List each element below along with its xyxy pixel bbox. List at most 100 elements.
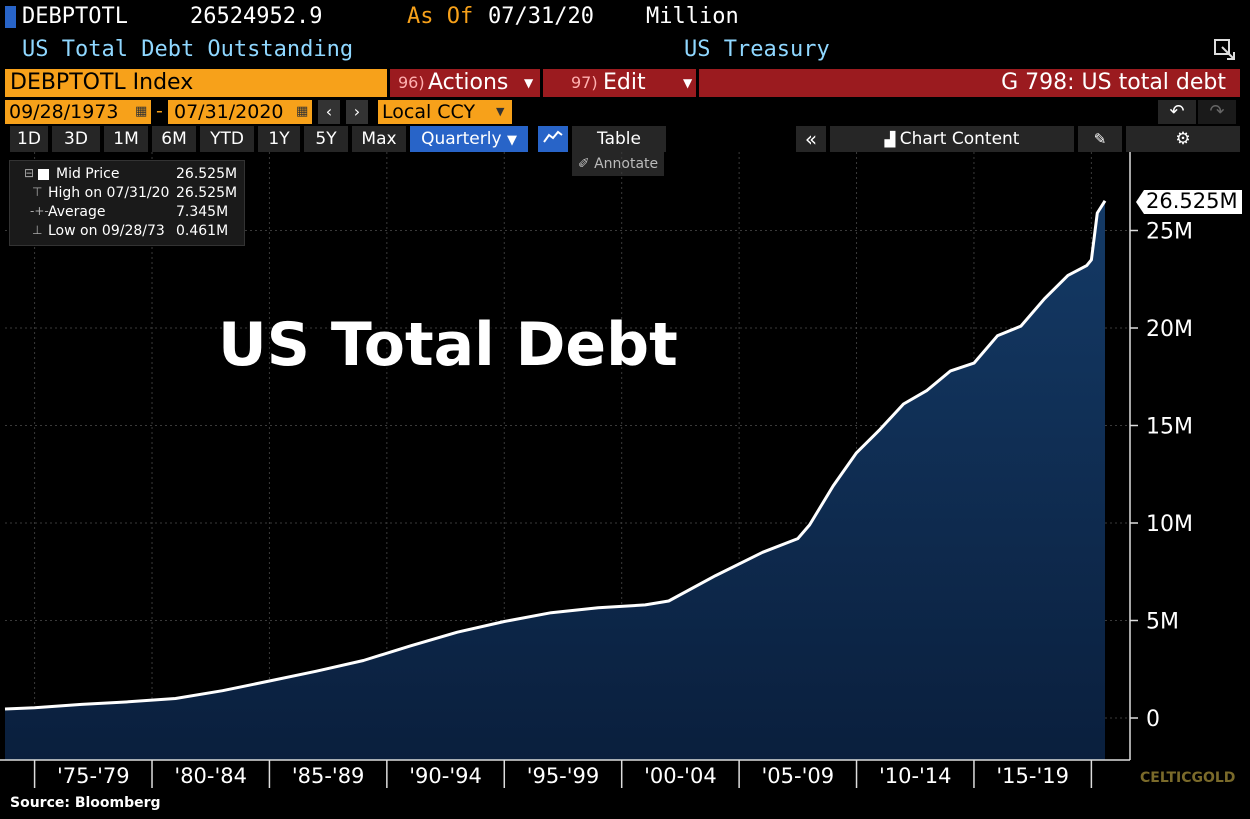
undo-button[interactable]: ↶ [1158,100,1196,124]
y-tick-label: 10M [1146,512,1193,537]
currency-select[interactable]: Local CCY ▼ [378,100,512,124]
legend-low-label: Low on 09/28/73 [48,223,165,239]
description-row: US Total Debt Outstanding US Treasury [0,34,1250,66]
bar-chart-icon: ▟ [884,132,900,148]
edit-label: Edit [603,70,646,95]
x-tick-label: '90-'94 [409,764,482,788]
range-3d[interactable]: 3D [52,126,100,152]
legend-high: ⊤ High on 07/31/20 26.525M [10,185,244,204]
line-chart-icon [543,129,563,149]
last-value-tag-text: 26.525M [1146,189,1238,213]
chart-title-bar: G 798: US total debt [699,69,1240,97]
redo-button[interactable]: ↷ [1198,100,1236,124]
edit-dropdown-icon: ▼ [683,76,693,90]
average-marker-icon: -+- [30,204,49,218]
prev-period-button[interactable]: ‹ [318,100,340,124]
pencil-icon: ✐ [577,156,595,172]
start-date-field[interactable]: 09/28/1973 ▦ [5,100,151,124]
actions-menu[interactable]: 96) Actions ▼ [390,69,540,97]
last-value: 26524952.9 [190,4,323,29]
draw-button[interactable]: ✎ [1078,126,1122,152]
source-name: US Treasury [684,37,830,62]
settings-button[interactable]: ⚙ [1126,126,1240,152]
collapse-button[interactable]: « [796,126,826,152]
source-note: Source: Bloomberg [10,795,161,811]
annotate-button[interactable]: ✐ Annotate [572,152,664,176]
gear-icon: ⚙ [1175,129,1191,149]
calendar-icon: ▦ [135,104,148,119]
actions-dropdown-icon: ▼ [524,76,534,90]
debt-area [5,200,1105,761]
actions-label: Actions [428,70,509,95]
low-marker-icon: ⊥ [32,223,43,237]
frequency-select[interactable]: Quarterly ▼ [410,126,528,152]
legend-average: -+- Average 7.345M [10,204,244,223]
annotate-label: Annotate [594,156,659,172]
unit-label: Million [646,4,739,29]
double-chevron-left-icon: « [804,127,818,151]
range-max[interactable]: Max [352,126,406,152]
table-button[interactable]: Table [572,126,666,152]
currency-text: Local CCY [382,101,476,123]
legend-mid-value: 26.525M [176,166,238,182]
security-field[interactable] [5,69,387,97]
start-date-text: 09/28/1973 [9,101,119,123]
edit-menu[interactable]: 97) Edit ▼ [543,69,696,97]
x-tick-label: '80-'84 [174,764,247,788]
ticker: DEBPTOTL [22,4,128,29]
legend-mid: ⊟ Mid Price 26.525M [10,166,244,185]
security-description: US Total Debt Outstanding [22,37,354,62]
range-5y[interactable]: 5Y [304,126,348,152]
watermark-logo: CELTICGOLD [1140,770,1236,786]
x-tick-label: '15-'19 [996,764,1069,788]
expand-icon[interactable] [1212,37,1240,63]
actions-number: 96) [398,73,425,92]
legend-mid-label: Mid Price [56,166,120,182]
end-date-text: 07/31/2020 [174,101,284,123]
chart-title-text: G 798: US total debt [1001,70,1226,95]
legend-average-value: 7.345M [176,204,229,220]
chevron-down-icon: ▼ [506,133,517,148]
debt-chart: 0 5M 10M 15M 20M 25M '75-'79 '80-'84 '85-'89 '90-… [0,152,1193,788]
legend-mid-swatch [38,169,49,180]
legend-low-value: 0.461M [176,223,229,239]
security-field-text: DEBPTOTL Index [10,70,194,95]
legend-collapse-icon[interactable]: ⊟ [24,166,35,180]
range-1d[interactable]: 1D [10,126,48,152]
range-1m[interactable]: 1M [104,126,148,152]
high-marker-icon: ⊤ [32,185,43,199]
y-tick-label: 25M [1146,220,1193,245]
x-tick-label: '85-'89 [292,764,365,788]
x-tick-label: '95-'99 [527,764,600,788]
next-period-button[interactable]: › [346,100,368,124]
calendar-icon: ▦ [296,104,309,119]
range-6m[interactable]: 6M [152,126,196,152]
x-tick-label: '00-'04 [644,764,717,788]
as-of-date: 07/31/20 [488,4,594,29]
legend-high-label: High on 07/31/20 [48,185,170,201]
range-ytd[interactable]: YTD [200,126,254,152]
legend-average-label: Average [48,204,106,220]
range-1y[interactable]: 1Y [258,126,300,152]
y-tick-label: 20M [1146,317,1193,342]
chevron-down-icon: ▼ [496,105,505,118]
x-tick-label: '75-'79 [57,764,130,788]
last-value-tag: 26.525M [1136,188,1242,216]
chart-content-label: Chart Content [899,129,1020,149]
edit-number: 97) [571,73,598,92]
y-tick-label: 0 [1146,707,1160,732]
line-chart-button[interactable] [538,126,568,152]
y-tick-label: 15M [1146,415,1193,440]
date-separator: - [156,100,163,122]
chart-content-button[interactable]: ▟ Chart Content [830,126,1074,152]
legend-low: ⊥ Low on 09/28/73 0.461M [10,223,244,242]
as-of-label: As Of [407,4,474,29]
pencil-icon: ✎ [1093,130,1107,148]
end-date-field[interactable]: 07/31/2020 ▦ [168,100,312,124]
chart-legend: ⊟ Mid Price 26.525M ⊤ High on 07/31/20 2… [9,160,245,246]
y-tick-label: 5M [1146,610,1179,635]
x-tick-label: '10-'14 [879,764,952,788]
x-tick-label: '05-'09 [762,764,835,788]
frequency-label: Quarterly [421,129,502,149]
legend-high-value: 26.525M [176,185,238,201]
